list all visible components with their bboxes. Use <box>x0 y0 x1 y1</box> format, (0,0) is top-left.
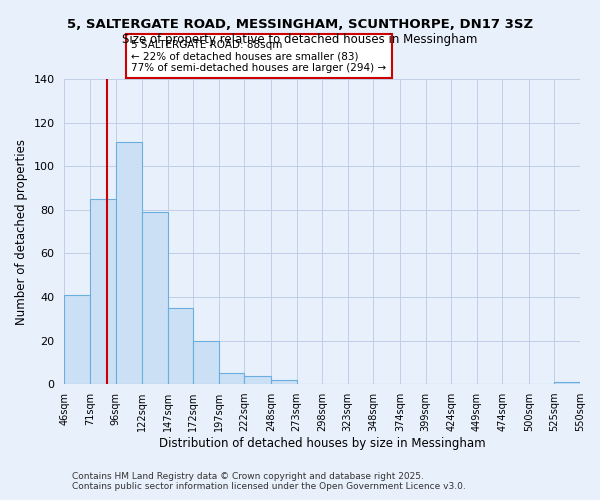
Bar <box>193 340 219 384</box>
Text: Size of property relative to detached houses in Messingham: Size of property relative to detached ho… <box>122 32 478 46</box>
Bar <box>90 199 116 384</box>
Bar <box>116 142 142 384</box>
Bar <box>142 212 168 384</box>
Bar <box>244 376 271 384</box>
Bar <box>271 380 296 384</box>
Text: 5, SALTERGATE ROAD, MESSINGHAM, SCUNTHORPE, DN17 3SZ: 5, SALTERGATE ROAD, MESSINGHAM, SCUNTHOR… <box>67 18 533 30</box>
Y-axis label: Number of detached properties: Number of detached properties <box>15 138 28 324</box>
Bar <box>64 295 90 384</box>
Bar <box>219 374 244 384</box>
Bar <box>554 382 580 384</box>
Text: 5 SALTERGATE ROAD: 88sqm
← 22% of detached houses are smaller (83)
77% of semi-d: 5 SALTERGATE ROAD: 88sqm ← 22% of detach… <box>131 40 386 73</box>
Bar <box>168 308 193 384</box>
X-axis label: Distribution of detached houses by size in Messingham: Distribution of detached houses by size … <box>159 437 485 450</box>
Text: Contains HM Land Registry data © Crown copyright and database right 2025.: Contains HM Land Registry data © Crown c… <box>72 472 424 481</box>
Text: Contains public sector information licensed under the Open Government Licence v3: Contains public sector information licen… <box>72 482 466 491</box>
